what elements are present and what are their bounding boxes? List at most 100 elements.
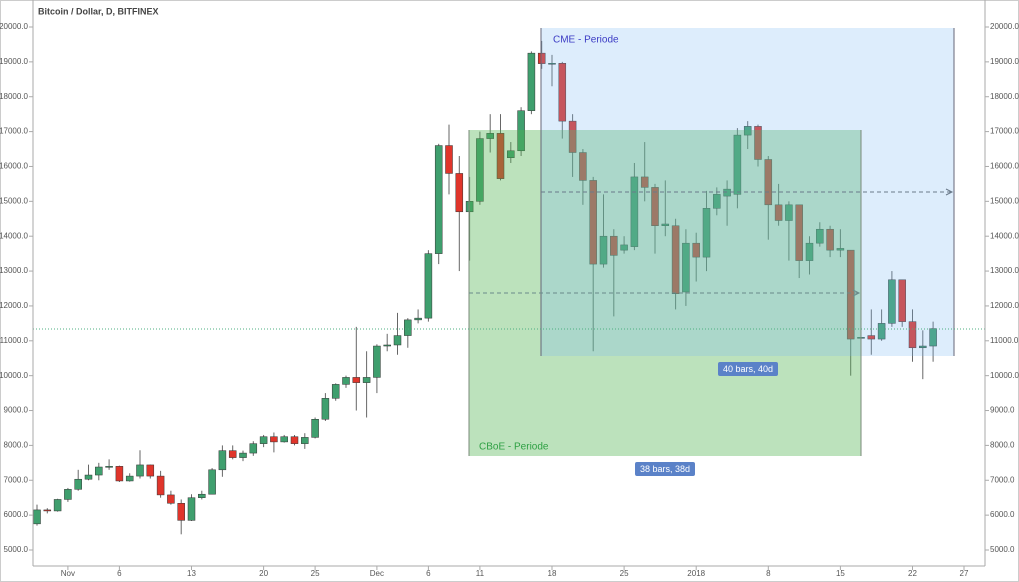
candle-body <box>105 466 113 468</box>
candle-body <box>187 497 196 521</box>
candle-body <box>208 469 216 495</box>
candle-body <box>33 509 41 525</box>
candle-body <box>846 249 855 340</box>
candle-body <box>774 204 783 221</box>
x-tick-label: 6 <box>426 569 431 578</box>
candle-body <box>795 204 803 261</box>
candle-body <box>599 235 608 265</box>
y-tick-label: 20000.0 <box>990 22 1019 31</box>
candle-body <box>373 345 381 378</box>
candle-body <box>682 242 690 293</box>
candle-body <box>661 223 670 226</box>
y-tick-label: 15000.0 <box>0 196 29 205</box>
x-tick-label: 18 <box>548 569 557 578</box>
candle-body <box>362 377 371 383</box>
candle-body <box>671 225 680 294</box>
x-tick-label: 6 <box>117 569 122 578</box>
x-tick-label: Dec <box>370 569 384 578</box>
x-tick-label: 15 <box>836 569 845 578</box>
y-tick-label: 9000.0 <box>4 406 29 415</box>
arrow-head <box>852 289 861 297</box>
candle-body <box>537 52 546 64</box>
candle-body <box>290 436 299 444</box>
label-box <box>635 462 695 476</box>
candle-body <box>198 493 206 498</box>
candle-body <box>877 323 886 340</box>
candle-body <box>816 228 824 244</box>
y-tick-label: 8000.0 <box>4 441 29 450</box>
y-tick-label: 12000.0 <box>0 301 29 310</box>
y-tick-label: 16000.0 <box>0 162 29 171</box>
candle-body <box>908 321 917 349</box>
y-tick-label: 18000.0 <box>0 92 29 101</box>
candle-body <box>424 253 433 319</box>
candle-body <box>651 187 659 226</box>
candle-body <box>228 450 237 458</box>
candle-body <box>733 134 742 195</box>
y-tick-label: 9000.0 <box>990 406 1015 415</box>
y-tick-label: 13000.0 <box>990 266 1019 275</box>
y-tick-label: 6000.0 <box>990 510 1015 519</box>
candle-body <box>342 377 350 385</box>
candle-body <box>476 138 484 202</box>
y-tick-label: 11000.0 <box>0 336 29 345</box>
y-tick-label: 5000.0 <box>4 545 29 554</box>
candle-body <box>331 384 340 399</box>
y-tick-label: 15000.0 <box>990 196 1019 205</box>
annotation: 40 bars, 40d <box>723 364 773 374</box>
y-tick-label: 7000.0 <box>990 475 1015 484</box>
candle-body <box>754 126 762 160</box>
y-tick-label: 10000.0 <box>990 371 1019 380</box>
candle-body <box>919 345 927 349</box>
candle-body <box>301 437 309 444</box>
y-tick-label: 14000.0 <box>990 231 1019 240</box>
y-tick-label: 16000.0 <box>990 162 1019 171</box>
candle-body <box>507 150 515 159</box>
candle-body <box>548 63 556 65</box>
annotation: 38 bars, 38d <box>640 464 690 474</box>
x-tick-label: Nov <box>61 569 75 578</box>
candle-body <box>239 452 247 458</box>
y-tick-label: 19000.0 <box>990 57 1019 66</box>
candle-body <box>579 152 587 181</box>
candle-body <box>321 398 330 420</box>
x-tick-label: 25 <box>311 569 320 578</box>
candle-body <box>589 180 597 265</box>
candle-body <box>74 478 82 490</box>
candle-body <box>455 173 464 213</box>
candle-body <box>826 228 834 251</box>
candles <box>33 40 937 535</box>
candle-body <box>64 489 72 500</box>
annotation: CME - Periode <box>553 35 619 46</box>
y-tick-label: 14000.0 <box>0 231 29 240</box>
candle-body <box>352 377 361 383</box>
candle-body <box>496 133 505 179</box>
x-tick-label: 13 <box>187 569 196 578</box>
x-tick-label: 27 <box>960 569 969 578</box>
candle-body <box>445 145 453 174</box>
candle-body <box>136 464 144 477</box>
candle-body <box>383 344 391 347</box>
y-tick-label: 10000.0 <box>0 371 29 380</box>
candle-body <box>713 194 721 209</box>
candle-body <box>270 436 278 443</box>
candle-body <box>125 475 134 482</box>
y-tick-label: 5000.0 <box>990 545 1015 554</box>
y-tick-label: 12000.0 <box>990 301 1019 310</box>
candle-body <box>702 208 711 258</box>
y-tick-label: 17000.0 <box>0 127 29 136</box>
candle-body <box>867 335 876 340</box>
y-tick-label: 11000.0 <box>990 336 1019 345</box>
candle-body <box>888 279 896 324</box>
y-tick-label: 17000.0 <box>990 127 1019 136</box>
candle-body <box>743 126 752 136</box>
x-tick-label: 25 <box>620 569 629 578</box>
candle-body <box>610 235 618 256</box>
candle-body <box>692 242 700 258</box>
y-tick-label: 18000.0 <box>990 92 1019 101</box>
x-tick-label: 22 <box>908 569 917 578</box>
candle-body <box>568 120 577 153</box>
candle-body <box>486 133 494 139</box>
candle-body <box>311 419 319 438</box>
